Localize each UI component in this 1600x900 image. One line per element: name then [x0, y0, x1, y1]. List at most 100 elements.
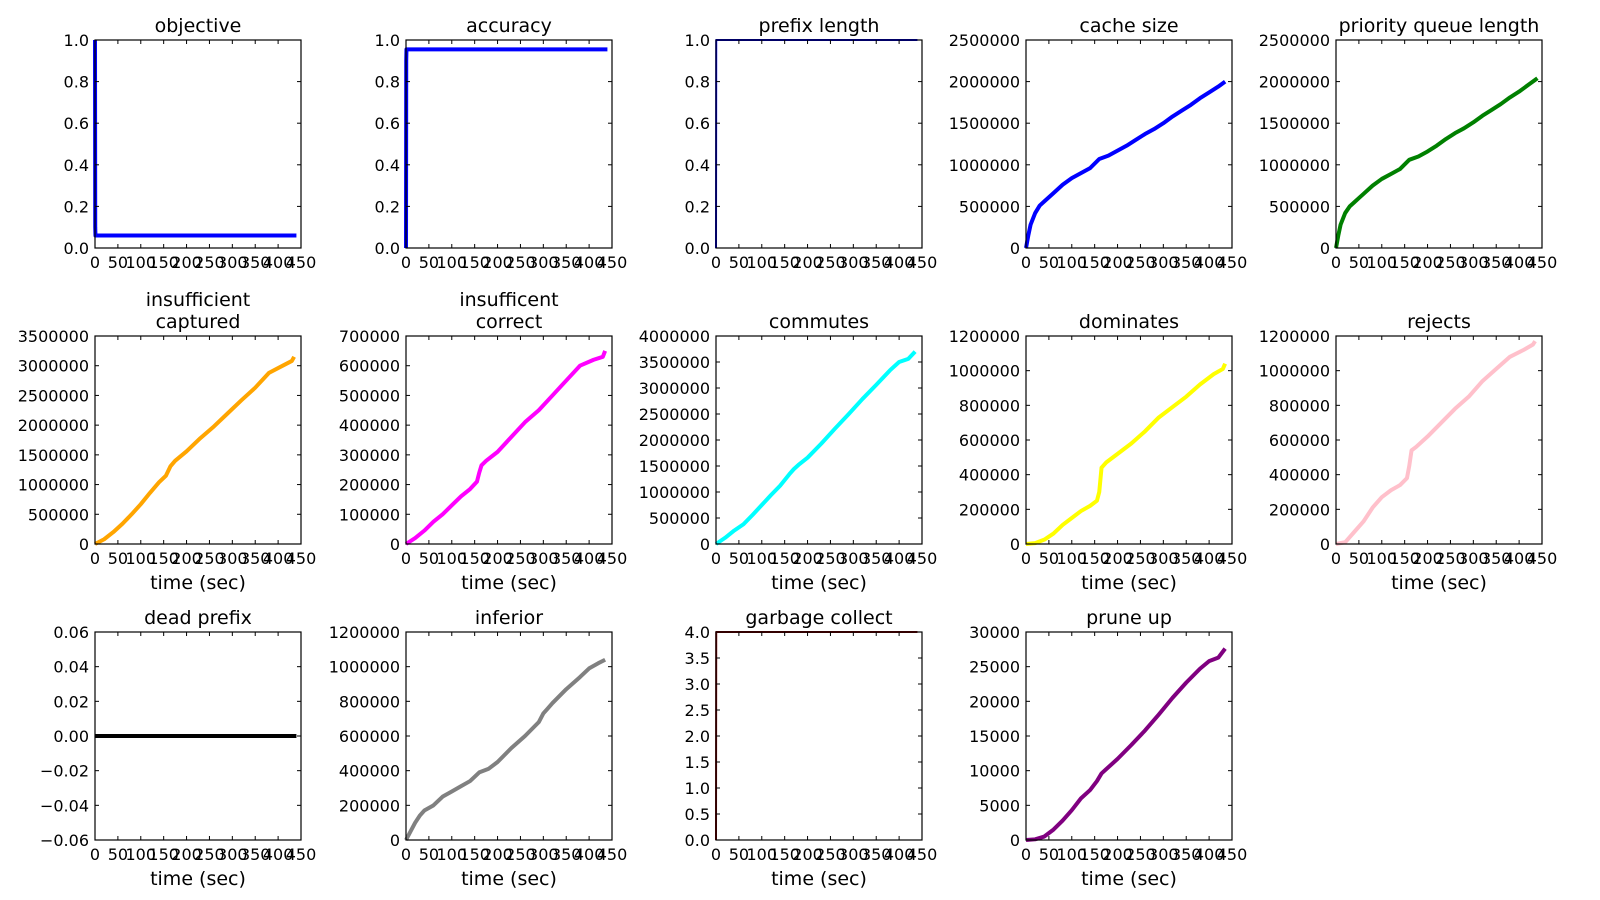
x-tick-label: 450: [1217, 845, 1248, 864]
y-tick-label: 200000: [959, 500, 1020, 519]
y-tick-label: 3.0: [685, 675, 710, 694]
x-tick-label: 350: [1171, 549, 1202, 568]
subplot-title: insufficient captured: [146, 289, 251, 333]
x-tick-label: 150: [148, 549, 179, 568]
y-tick-label: 0.8: [64, 73, 89, 92]
y-tick-label: 1.0: [685, 31, 710, 50]
x-tick-label: 200: [792, 549, 823, 568]
x-tick-label: 250: [1435, 549, 1466, 568]
y-tick-label: 500000: [649, 509, 710, 528]
x-tick-label: 0: [711, 549, 721, 568]
x-tick-label: 450: [286, 549, 317, 568]
y-tick-label: 500000: [339, 386, 400, 405]
x-tick-label: 200: [1102, 549, 1133, 568]
x-tick-label: 200: [1102, 845, 1133, 864]
x-axis-label: time (sec): [150, 572, 246, 594]
y-tick-label: 2500000: [18, 386, 89, 405]
x-tick-label: 300: [1148, 253, 1179, 272]
y-tick-label: 0.0: [685, 239, 710, 258]
subplot-2: prefix length 0 50100150200250300350400450…: [685, 15, 938, 272]
y-tick-label: 0: [390, 535, 400, 554]
x-tick-label: 350: [551, 845, 582, 864]
x-tick-label: 400: [263, 845, 294, 864]
x-tick-label: 150: [769, 845, 800, 864]
x-tick-label: 200: [482, 253, 513, 272]
y-tick-label: 1500000: [639, 457, 710, 476]
x-tick-label: 200: [171, 845, 202, 864]
x-tick-label: 450: [1527, 253, 1558, 272]
x-tick-label: 300: [217, 253, 248, 272]
x-tick-label: 100: [1057, 845, 1088, 864]
x-tick-label: 400: [1504, 253, 1535, 272]
subplot-title: accuracy: [466, 15, 552, 37]
x-tick-label: 50: [419, 845, 439, 864]
x-tick-label: 200: [792, 845, 823, 864]
x-tick-label: 100: [437, 845, 468, 864]
y-tick-label: 0.2: [64, 197, 89, 216]
y-tick-label: 0.2: [375, 197, 400, 216]
y-tick-label: 400000: [1269, 466, 1330, 485]
x-tick-label: 400: [1194, 253, 1225, 272]
x-tick-label: 200: [1412, 253, 1443, 272]
y-tick-label: 0.6: [64, 114, 89, 133]
series-line-0: [1024, 79, 1227, 249]
y-tick-label: 400000: [339, 762, 400, 781]
x-tick-label: 50: [108, 845, 128, 864]
x-tick-label: 50: [108, 549, 128, 568]
y-tick-label: 0.0: [685, 831, 710, 850]
x-tick-label: 300: [528, 845, 559, 864]
y-tick-label: 3000000: [18, 357, 89, 376]
y-tick-label: 0: [1320, 535, 1330, 554]
y-tick-label: 3.5: [685, 649, 710, 668]
x-tick-label: 150: [459, 549, 490, 568]
x-tick-label: 100: [1057, 253, 1088, 272]
x-tick-label: 300: [528, 549, 559, 568]
series-line-0: [1025, 362, 1227, 546]
x-tick-label: 0: [711, 253, 721, 272]
x-tick-label: 400: [263, 549, 294, 568]
x-tick-label: 100: [747, 845, 778, 864]
series-line-0: [1025, 647, 1227, 842]
y-tick-label: 0.6: [375, 114, 400, 133]
x-tick-label: 450: [286, 845, 317, 864]
y-tick-label: 1.5: [685, 753, 710, 772]
x-tick-label: 100: [126, 845, 157, 864]
y-tick-label: 500000: [1269, 197, 1330, 216]
x-tick-label: 300: [217, 549, 248, 568]
axes-frame: [94, 335, 302, 545]
y-tick-label: 800000: [959, 396, 1020, 415]
x-tick-label: 150: [1389, 253, 1420, 272]
x-tick-label: 200: [792, 253, 823, 272]
x-tick-label: 100: [126, 253, 157, 272]
subplot-title: priority queue length: [1339, 15, 1540, 37]
y-tick-label: 1000000: [639, 483, 710, 502]
x-tick-label: 200: [171, 253, 202, 272]
x-tick-label: 250: [1125, 253, 1156, 272]
series-line-0: [715, 631, 918, 841]
x-tick-label: 400: [884, 549, 915, 568]
y-tick-label: 2500000: [639, 405, 710, 424]
x-axis-label: time (sec): [1081, 572, 1177, 594]
y-tick-label: 0: [390, 831, 400, 850]
x-tick-label: 0: [401, 253, 411, 272]
y-tick-label: 500000: [28, 505, 89, 524]
y-tick-label: 0.8: [375, 73, 400, 92]
y-tick-label: 3500000: [18, 327, 89, 346]
y-tick-label: 200000: [339, 476, 400, 495]
y-tick-label: 800000: [1269, 396, 1330, 415]
x-tick-label: 0: [1021, 253, 1031, 272]
axes-frame: [1025, 39, 1233, 249]
y-tick-label: 0: [700, 535, 710, 554]
axes-frame: [94, 39, 302, 249]
x-axis-label: time (sec): [771, 868, 867, 890]
axes-frame: [405, 39, 613, 249]
y-tick-label: 25000: [969, 658, 1020, 677]
y-tick-label: 0: [1010, 831, 1020, 850]
